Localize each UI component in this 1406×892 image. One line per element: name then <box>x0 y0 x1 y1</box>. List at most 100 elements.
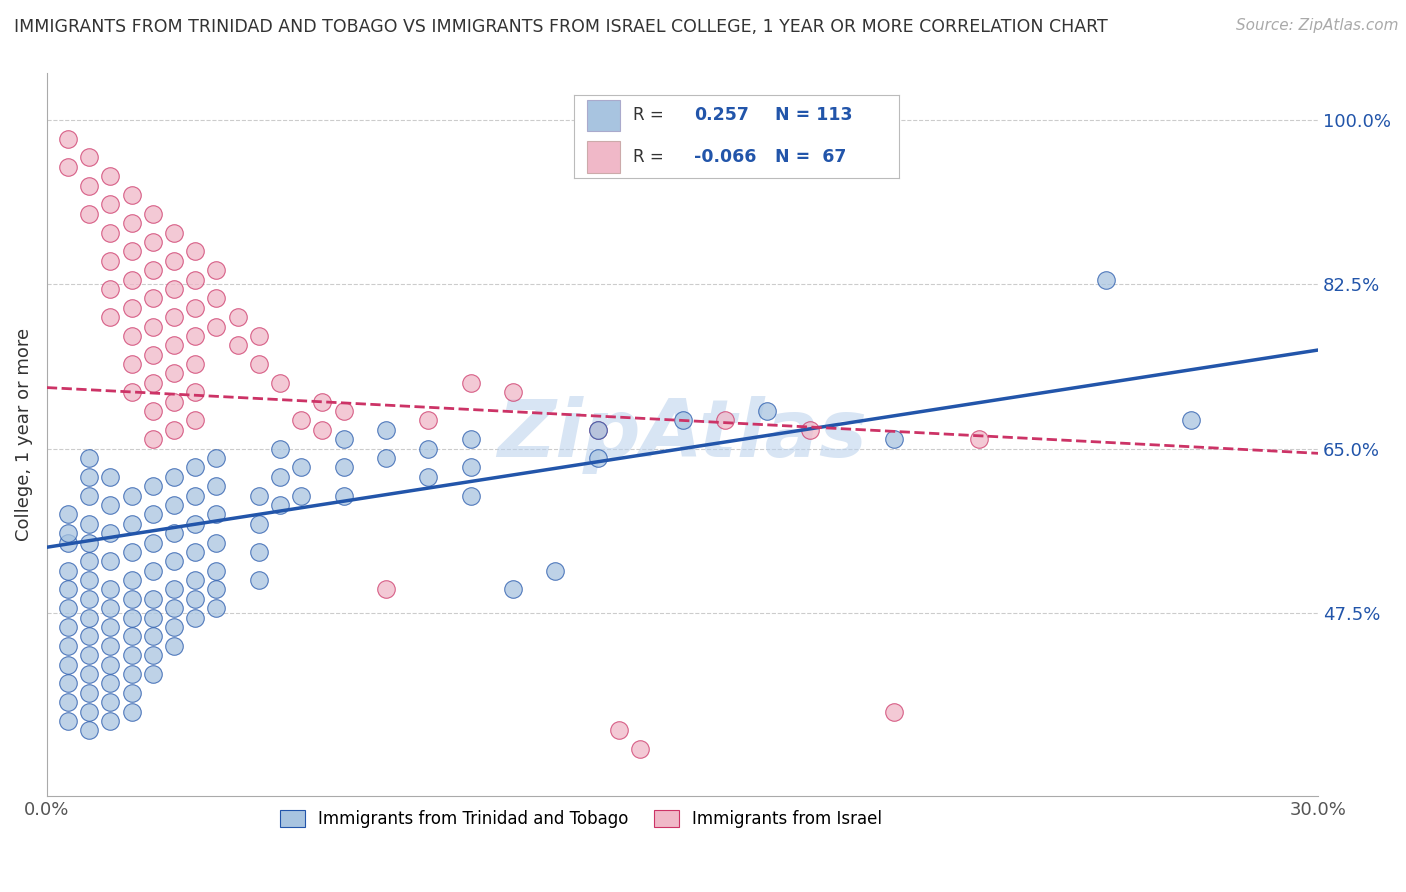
Point <box>100 695 122 709</box>
Point <box>247 357 270 371</box>
Point <box>269 376 291 390</box>
Point <box>311 394 333 409</box>
Point <box>77 686 100 700</box>
Point <box>184 545 207 559</box>
Point <box>205 291 228 305</box>
Point <box>100 169 122 184</box>
Point <box>121 545 143 559</box>
Point <box>121 385 143 400</box>
Point <box>142 404 165 418</box>
Point <box>56 535 79 549</box>
Point <box>77 667 100 681</box>
Point <box>1095 272 1118 286</box>
Point <box>967 432 990 446</box>
Point <box>205 319 228 334</box>
Point <box>121 329 143 343</box>
Point <box>205 479 228 493</box>
Point <box>100 554 122 568</box>
Point <box>56 526 79 541</box>
Point <box>311 423 333 437</box>
Point <box>418 442 440 456</box>
Point <box>184 413 207 427</box>
Point <box>77 705 100 719</box>
Point <box>163 526 186 541</box>
Point <box>77 178 100 193</box>
Point <box>502 385 524 400</box>
Point <box>184 516 207 531</box>
Point <box>290 460 312 475</box>
Point <box>883 705 905 719</box>
Point <box>100 676 122 690</box>
Text: ZipAtlas: ZipAtlas <box>498 395 868 474</box>
Point <box>247 489 270 503</box>
Point <box>163 367 186 381</box>
Point <box>142 348 165 362</box>
Point <box>418 470 440 484</box>
Point <box>184 460 207 475</box>
Point <box>290 413 312 427</box>
Point <box>184 489 207 503</box>
Point <box>142 207 165 221</box>
Point <box>247 329 270 343</box>
Point <box>205 564 228 578</box>
Point <box>56 564 79 578</box>
Point <box>77 450 100 465</box>
Point <box>121 272 143 286</box>
Point <box>184 385 207 400</box>
Point <box>56 620 79 634</box>
Point <box>184 301 207 315</box>
Point <box>269 470 291 484</box>
Point <box>142 610 165 624</box>
Point <box>142 291 165 305</box>
Point <box>799 423 821 437</box>
Point <box>374 582 396 597</box>
Point <box>142 319 165 334</box>
Point <box>418 413 440 427</box>
Point <box>163 470 186 484</box>
Point <box>184 272 207 286</box>
Point <box>460 432 482 446</box>
Point <box>100 282 122 296</box>
Point <box>163 639 186 653</box>
Point <box>163 338 186 352</box>
Point <box>121 216 143 230</box>
Point <box>628 742 651 756</box>
Point <box>77 207 100 221</box>
Point <box>163 253 186 268</box>
Point <box>184 357 207 371</box>
Point <box>121 629 143 643</box>
Point <box>100 470 122 484</box>
Point <box>226 310 249 325</box>
Point <box>332 460 354 475</box>
Point <box>100 253 122 268</box>
Point <box>100 714 122 728</box>
Point <box>163 620 186 634</box>
Point <box>247 573 270 587</box>
Point <box>77 648 100 663</box>
Point <box>163 423 186 437</box>
Point <box>332 432 354 446</box>
Point <box>77 489 100 503</box>
Point <box>332 489 354 503</box>
Point <box>100 310 122 325</box>
Point <box>142 432 165 446</box>
Point <box>1180 413 1202 427</box>
Point <box>205 535 228 549</box>
Point <box>142 263 165 277</box>
Point <box>460 460 482 475</box>
Point <box>184 573 207 587</box>
Point <box>56 601 79 615</box>
Point <box>100 620 122 634</box>
Text: Source: ZipAtlas.com: Source: ZipAtlas.com <box>1236 18 1399 33</box>
Point <box>269 498 291 512</box>
Point <box>883 432 905 446</box>
Point <box>163 282 186 296</box>
Point <box>56 676 79 690</box>
Point <box>56 657 79 672</box>
Point <box>77 573 100 587</box>
Point <box>56 132 79 146</box>
Point <box>163 310 186 325</box>
Point <box>77 151 100 165</box>
Point <box>56 714 79 728</box>
Point <box>544 564 567 578</box>
